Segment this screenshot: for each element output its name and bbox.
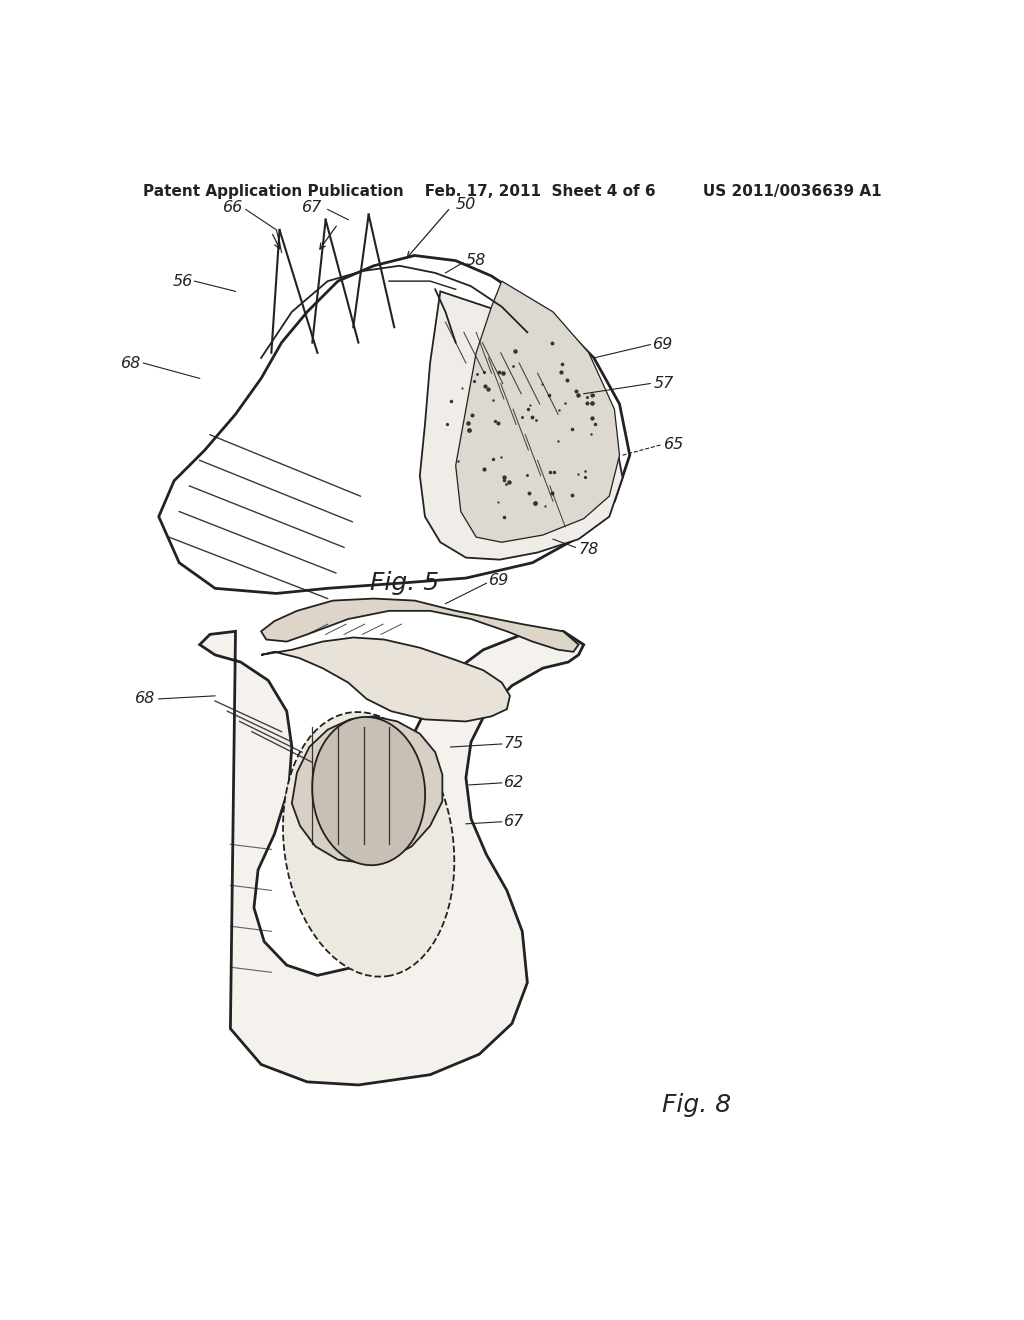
Text: 50: 50: [456, 197, 476, 211]
Text: 57: 57: [653, 376, 674, 391]
Text: 56: 56: [172, 273, 193, 289]
Text: 69: 69: [653, 337, 674, 352]
Text: 68: 68: [135, 692, 156, 706]
Polygon shape: [420, 292, 623, 560]
Ellipse shape: [283, 711, 455, 977]
Text: Fig. 8: Fig. 8: [662, 1093, 731, 1118]
Polygon shape: [456, 281, 620, 543]
Text: Patent Application Publication    Feb. 17, 2011  Sheet 4 of 6         US 2011/00: Patent Application Publication Feb. 17, …: [142, 183, 882, 199]
Text: 58: 58: [466, 253, 486, 268]
Text: 67: 67: [504, 814, 524, 829]
Text: Fig. 5: Fig. 5: [370, 572, 439, 595]
Text: 68: 68: [121, 355, 141, 371]
Text: 67: 67: [302, 199, 323, 215]
Polygon shape: [261, 598, 579, 652]
Text: 78: 78: [579, 543, 599, 557]
Polygon shape: [200, 631, 584, 1085]
Text: 62: 62: [504, 775, 524, 791]
Ellipse shape: [312, 717, 425, 865]
Text: 75: 75: [504, 737, 524, 751]
Text: 66: 66: [223, 199, 244, 215]
Text: 65: 65: [664, 437, 684, 453]
Text: 69: 69: [489, 573, 510, 587]
Polygon shape: [292, 717, 442, 863]
Polygon shape: [261, 638, 510, 722]
Ellipse shape: [477, 351, 567, 467]
